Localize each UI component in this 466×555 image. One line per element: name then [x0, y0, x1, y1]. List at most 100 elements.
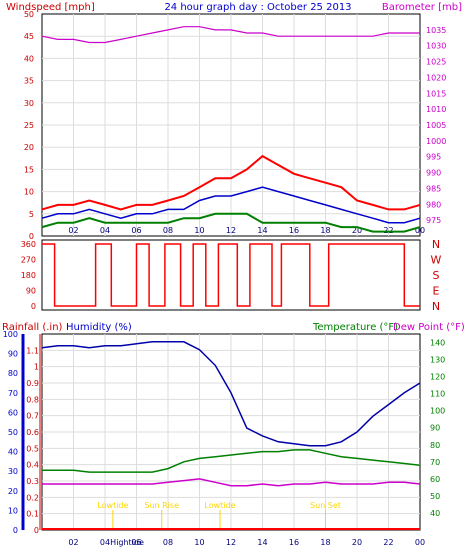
humidity-y-tick-label: 80	[8, 369, 18, 378]
barometer-y-tick-label: 1025	[426, 58, 446, 67]
wind-x-tick-label: 00	[415, 226, 425, 235]
wind-x-tick-label: 02	[68, 226, 78, 235]
wind-x-tick-label: 22	[383, 226, 393, 235]
temperature-axis-title: Temperature (°F)	[312, 322, 398, 333]
bottom-x-tick-label: 04	[100, 538, 110, 547]
wind-y-tick-label: 15	[24, 165, 34, 174]
event-label: Lowtide	[204, 501, 235, 510]
wind-x-tick-label: 14	[257, 226, 267, 235]
temperature-y-tick-label: 40	[430, 509, 440, 518]
rain-y-tick-label: 0.1	[26, 510, 39, 519]
temperature-y-tick-label: 140	[430, 339, 445, 348]
humidity-y-tick-label: 100	[3, 330, 18, 339]
rain-y-tick-label: 1.1	[26, 346, 39, 355]
temperature-y-tick-label: 60	[430, 475, 440, 484]
barometer-y-tick-label: 1035	[426, 26, 446, 35]
barometer-y-tick-label: 990	[426, 169, 441, 178]
wind-x-tick-label: 20	[352, 226, 362, 235]
temperature-y-tick-label: 120	[430, 373, 445, 382]
temperature-y-tick-label: 130	[430, 356, 445, 365]
temperature-y-tick-label: 100	[430, 407, 445, 416]
rain-y-tick-label: 0.6	[26, 428, 39, 437]
bottom-x-tick-label: 16	[289, 538, 299, 547]
wind-panel: 0510152025303540455097598098599099510001…	[24, 10, 447, 241]
direction-y-tick-label: 0	[31, 302, 36, 311]
windspeed-title: Windspeed [mph]	[6, 2, 95, 13]
temperature-y-tick-label: 110	[430, 390, 445, 399]
barometer-y-tick-label: 1030	[426, 42, 446, 51]
humidity-y-tick-label: 0	[13, 526, 18, 535]
humidity-y-tick-label: 20	[8, 487, 18, 496]
bottom-x-tick-label: 12	[226, 538, 236, 547]
rain-y-tick-label: 0.4	[26, 461, 39, 470]
humidity-y-tick-label: 40	[8, 448, 18, 457]
event-label: Lowtide	[97, 501, 128, 510]
bottom-event-label: Hightide	[110, 538, 144, 547]
direction-panel-frame	[41, 239, 421, 311]
bottom-x-tick-label: 02	[68, 538, 78, 547]
wind-x-tick-label: 04	[100, 226, 110, 235]
barometer-y-tick-label: 1005	[426, 121, 446, 130]
wind-y-tick-label: 45	[24, 32, 34, 41]
temperature-y-tick-label: 70	[430, 458, 440, 467]
temperature-y-tick-label: 50	[430, 492, 440, 501]
barometer-title: Barometer [mb]	[382, 2, 462, 13]
wind-y-tick-label: 10	[24, 188, 34, 197]
temperature-line	[42, 449, 421, 473]
event-label: Sun Set	[310, 501, 341, 510]
wind-x-tick-label: 10	[194, 226, 204, 235]
humidity-y-tick-label: 90	[8, 350, 18, 359]
temperature-y-tick-label: 90	[430, 424, 440, 433]
dewpoint-line	[42, 478, 421, 487]
dewpoint-axis-title: Dew Point (°F)	[393, 322, 465, 333]
rain-y-tick-label: 0.2	[26, 493, 39, 502]
bottom-x-tick-label: 18	[320, 538, 330, 547]
rain-axis-title: Rainfall (.in)	[2, 322, 63, 333]
humidity-y-tick-label: 10	[8, 506, 18, 515]
humidity-axis-title: Humidity (%)	[66, 322, 132, 333]
barometer-y-tick-label: 980	[426, 200, 441, 209]
direction-cardinal-label: E	[433, 285, 440, 298]
direction-y-tick-label: 270	[21, 256, 36, 265]
barometer-y-tick-label: 995	[426, 153, 441, 162]
wind-y-tick-label: 20	[24, 143, 34, 152]
wind-direction-trace	[42, 243, 420, 307]
temperature-y-tick-label: 80	[430, 441, 440, 450]
wind-y-tick-label: 25	[24, 121, 34, 130]
direction-cardinal-label: S	[433, 269, 440, 282]
rain-y-tick-label: 0.5	[26, 444, 39, 453]
wind-y-tick-label: 40	[24, 54, 34, 63]
rain-y-tick-label: 0.3	[26, 477, 39, 486]
barometer-y-tick-label: 985	[426, 184, 441, 193]
wind-x-tick-label: 08	[163, 226, 173, 235]
wind-x-tick-label: 18	[320, 226, 330, 235]
bottom-x-tick-label: 00	[415, 538, 425, 547]
direction-y-tick-label: 360	[21, 240, 36, 249]
bottom-x-tick-label: 10	[194, 538, 204, 547]
rain-y-tick-label: 0.8	[26, 395, 39, 404]
direction-y-tick-label: 90	[26, 287, 36, 296]
wind-y-tick-label: 35	[24, 77, 34, 86]
event-label: Sun Rise	[144, 501, 179, 510]
wind-y-tick-label: 0	[29, 232, 34, 241]
bottom-x-tick-label: 08	[163, 538, 173, 547]
wind-average-line	[41, 186, 421, 224]
rain-y-tick-label: 0.9	[26, 379, 39, 388]
humidity-line	[41, 341, 421, 447]
barometer-line	[41, 26, 420, 44]
wind-y-tick-label: 30	[24, 99, 34, 108]
wind-y-tick-label: 5	[29, 210, 34, 219]
bottom-x-tick-label: 22	[383, 538, 393, 547]
barometer-y-tick-label: 1020	[426, 73, 446, 82]
wind-low-line	[41, 212, 421, 233]
rain-y-tick-label: 1	[34, 363, 39, 372]
humidity-y-tick-label: 30	[8, 467, 18, 476]
humidity-y-tick-label: 60	[8, 408, 18, 417]
direction-cardinal-label: W	[431, 254, 442, 267]
bottom-panel: 0 10 20 30 40 50 60 70 80 90 10 00 0.1 0.2 0.3 0.4 0.5 0.…	[3, 330, 446, 547]
barometer-y-tick-label: 975	[426, 216, 441, 225]
graph-title: 24 hour graph day : October 25 2013	[164, 2, 351, 13]
barometer-y-tick-label: 1000	[426, 137, 446, 146]
